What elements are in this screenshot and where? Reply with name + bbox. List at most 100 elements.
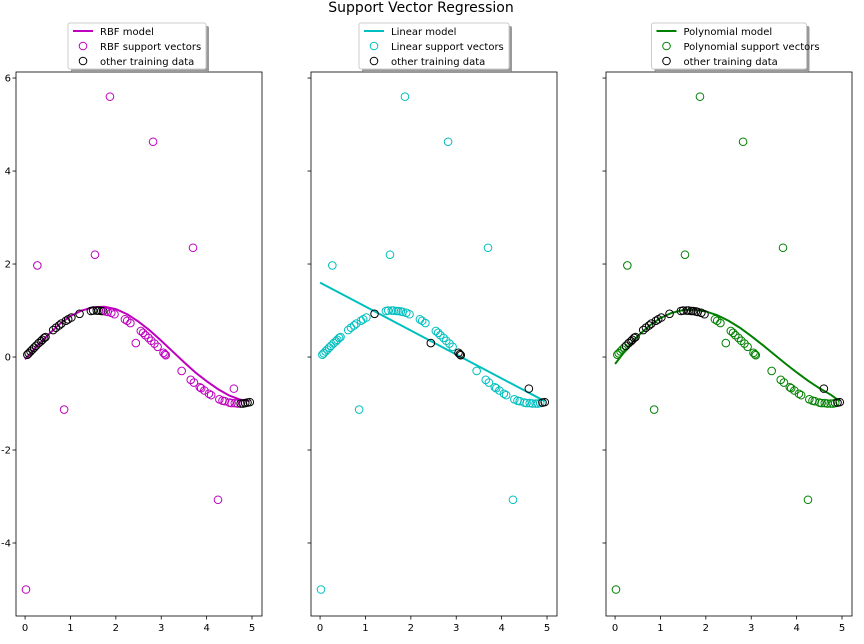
- legend-support-swatch: [369, 41, 379, 51]
- x-tick-label: 4: [498, 623, 504, 634]
- support-vector-point: [336, 332, 345, 342]
- support-vector-point: [441, 336, 451, 346]
- support-vector-point: [738, 137, 748, 147]
- training-data-point: [835, 397, 845, 407]
- support-vector-point: [153, 342, 162, 352]
- training-data-point: [88, 306, 98, 315]
- axes-frame: [605, 71, 853, 617]
- support-vector-point: [385, 250, 395, 260]
- support-vector-point: [433, 328, 443, 338]
- support-vector-point: [483, 243, 493, 253]
- x-tick-label: 3: [158, 623, 164, 634]
- support-vector-point: [213, 495, 223, 505]
- training-data-point: [98, 306, 108, 316]
- training-data-point: [370, 309, 379, 319]
- model-line: [319, 281, 546, 403]
- legend-other-label: other training data: [391, 57, 485, 68]
- panel-1: 0 1 2 3 4 5 Linear model Linear support vectors…: [307, 22, 558, 634]
- x-tick-label: 2: [703, 623, 709, 634]
- support-vector-point: [820, 398, 830, 408]
- legend: Linear model Linear support vectors other …: [358, 22, 512, 72]
- support-vector-point: [21, 585, 31, 594]
- training-data-point: [524, 384, 534, 393]
- support-vector-point: [695, 92, 705, 101]
- training-data-point: [629, 333, 639, 343]
- support-vector-point: [126, 318, 135, 328]
- support-vector-point: [316, 585, 326, 594]
- support-vector-point: [613, 350, 622, 359]
- legend: Polynomial model Polynomial support vecto…: [651, 22, 820, 72]
- support-vector-point: [318, 350, 327, 359]
- support-vector-point: [59, 405, 69, 414]
- support-vector-point: [740, 339, 749, 348]
- x-tick-label: 2: [408, 623, 414, 634]
- training-data-point: [678, 306, 688, 315]
- support-vector-point: [439, 333, 448, 343]
- support-vector-point: [767, 366, 776, 376]
- training-data-point: [647, 319, 656, 328]
- training-data-point: [75, 309, 84, 319]
- support-vector-point: [436, 330, 445, 340]
- support-vector-point: [138, 328, 148, 338]
- support-vector-point: [779, 378, 789, 387]
- support-vector-point: [721, 338, 731, 348]
- support-vector-point: [778, 243, 788, 253]
- training-data-point: [644, 321, 654, 330]
- x-tick-label: 1: [657, 623, 663, 634]
- training-data-point: [31, 341, 41, 351]
- training-data-point: [456, 350, 466, 360]
- training-data-point: [540, 397, 550, 407]
- training-data-point: [245, 397, 255, 407]
- support-vector-point: [619, 343, 629, 353]
- legend-other-swatch: [78, 56, 88, 66]
- training-data-point: [48, 325, 58, 335]
- training-data-point: [621, 341, 631, 351]
- legend-other-swatch: [662, 56, 671, 66]
- x-tick-label: 5: [839, 623, 845, 634]
- support-vector-point: [354, 405, 364, 414]
- y-tick-label: 0: [5, 353, 11, 364]
- support-vector-point: [611, 585, 621, 594]
- support-vector-point: [230, 398, 240, 408]
- legend-support-swatch: [78, 41, 88, 51]
- y-tick-label: 4: [5, 167, 11, 178]
- training-data-point: [628, 335, 637, 345]
- support-vector-point: [383, 306, 393, 315]
- x-tick-label: 5: [544, 623, 550, 634]
- support-vector-point: [750, 349, 760, 359]
- support-vector-point: [749, 348, 758, 358]
- training-data-point: [631, 332, 640, 342]
- support-vector-point: [352, 319, 361, 328]
- support-vector-point: [405, 309, 414, 319]
- y-tick-label: -4: [1, 539, 11, 550]
- support-vector-point: [734, 333, 743, 343]
- support-vector-point: [751, 350, 761, 360]
- legend-model-label: RBF model: [100, 27, 154, 38]
- training-data-point: [665, 309, 674, 319]
- x-tick-label: 4: [203, 623, 209, 634]
- training-data-point: [426, 338, 436, 348]
- plot-area: [21, 92, 255, 594]
- support-vector-point: [736, 336, 746, 346]
- legend-model-label: Polynomial model: [684, 27, 773, 38]
- model-line: [24, 305, 250, 403]
- panel-0: 0 1 2 3 4 5 -4 -2 0 2 4 6 RBF model RBF support vecto…: [1, 22, 263, 634]
- support-vector-point: [826, 399, 835, 408]
- training-data-point: [454, 348, 463, 358]
- legend-box: [67, 22, 207, 70]
- support-vector-point: [33, 261, 42, 270]
- legend-other-swatch: [369, 56, 379, 66]
- support-vector-point: [105, 92, 115, 101]
- support-vector-point: [499, 389, 509, 399]
- support-vector-point: [484, 378, 494, 387]
- support-vector-point: [731, 330, 740, 340]
- support-vector-point: [326, 341, 336, 351]
- support-vector-point: [161, 350, 171, 360]
- y-tick-label: 2: [5, 260, 11, 271]
- support-vector-point: [328, 261, 337, 270]
- training-data-point: [688, 306, 698, 316]
- legend-box: [358, 22, 510, 70]
- training-data-point: [819, 384, 829, 393]
- training-data-point: [638, 325, 648, 335]
- support-vector-point: [531, 399, 540, 408]
